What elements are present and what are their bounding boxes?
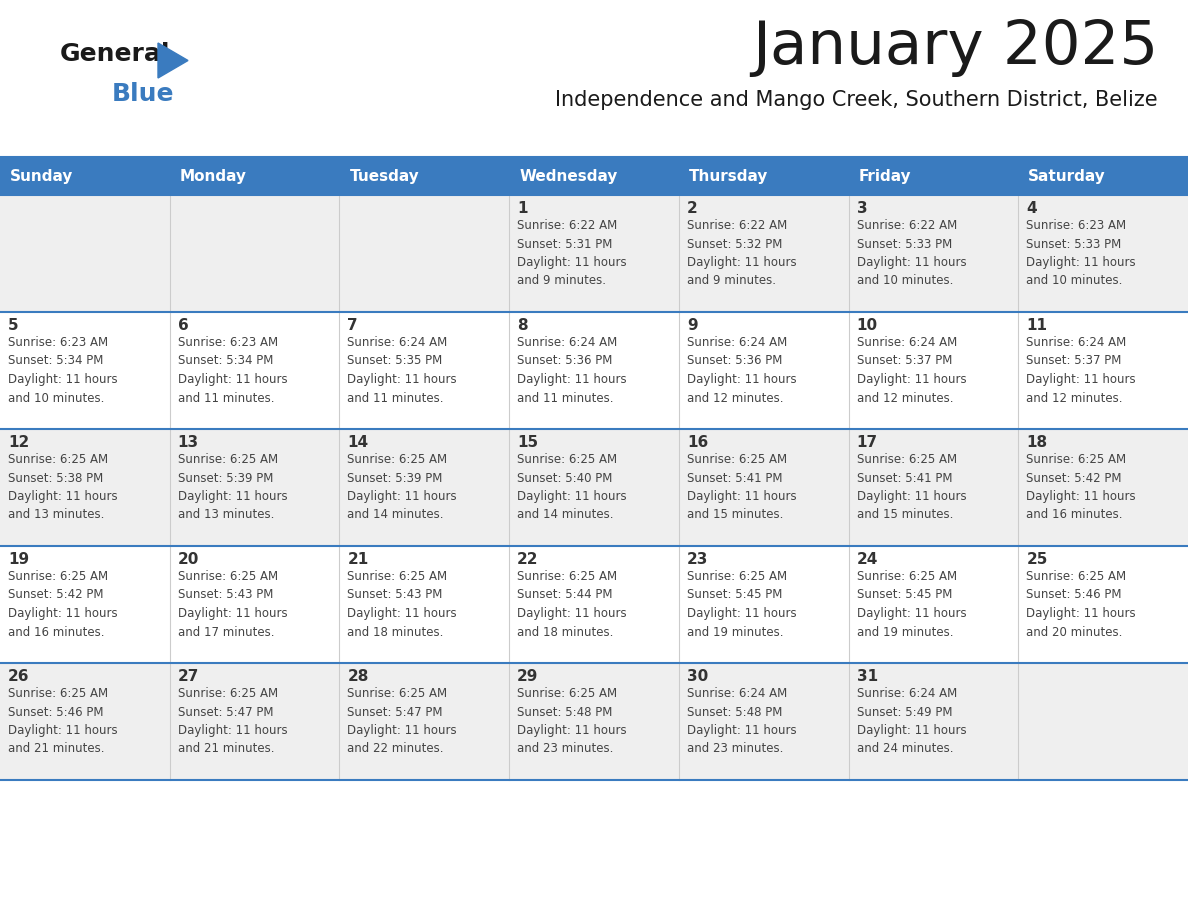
- Text: Sunrise: 6:25 AM
Sunset: 5:46 PM
Daylight: 11 hours
and 21 minutes.: Sunrise: 6:25 AM Sunset: 5:46 PM Dayligh…: [8, 687, 118, 756]
- Text: January 2025: January 2025: [752, 18, 1158, 77]
- Text: Sunrise: 6:24 AM
Sunset: 5:37 PM
Daylight: 11 hours
and 12 minutes.: Sunrise: 6:24 AM Sunset: 5:37 PM Dayligh…: [1026, 336, 1136, 405]
- Text: 6: 6: [178, 318, 189, 333]
- Text: 29: 29: [517, 669, 538, 684]
- Text: Friday: Friday: [859, 169, 911, 184]
- Text: Sunrise: 6:25 AM
Sunset: 5:43 PM
Daylight: 11 hours
and 18 minutes.: Sunrise: 6:25 AM Sunset: 5:43 PM Dayligh…: [347, 570, 457, 639]
- Text: Sunrise: 6:25 AM
Sunset: 5:39 PM
Daylight: 11 hours
and 14 minutes.: Sunrise: 6:25 AM Sunset: 5:39 PM Dayligh…: [347, 453, 457, 521]
- Text: 3: 3: [857, 201, 867, 216]
- Text: Sunrise: 6:24 AM
Sunset: 5:36 PM
Daylight: 11 hours
and 11 minutes.: Sunrise: 6:24 AM Sunset: 5:36 PM Dayligh…: [517, 336, 627, 405]
- Text: 22: 22: [517, 552, 538, 567]
- Text: Sunrise: 6:25 AM
Sunset: 5:42 PM
Daylight: 11 hours
and 16 minutes.: Sunrise: 6:25 AM Sunset: 5:42 PM Dayligh…: [1026, 453, 1136, 521]
- Text: Sunrise: 6:25 AM
Sunset: 5:41 PM
Daylight: 11 hours
and 15 minutes.: Sunrise: 6:25 AM Sunset: 5:41 PM Dayligh…: [687, 453, 796, 521]
- Text: Sunrise: 6:25 AM
Sunset: 5:41 PM
Daylight: 11 hours
and 15 minutes.: Sunrise: 6:25 AM Sunset: 5:41 PM Dayligh…: [857, 453, 966, 521]
- Text: Sunrise: 6:23 AM
Sunset: 5:34 PM
Daylight: 11 hours
and 11 minutes.: Sunrise: 6:23 AM Sunset: 5:34 PM Dayligh…: [178, 336, 287, 405]
- Text: Sunrise: 6:25 AM
Sunset: 5:47 PM
Daylight: 11 hours
and 21 minutes.: Sunrise: 6:25 AM Sunset: 5:47 PM Dayligh…: [178, 687, 287, 756]
- Text: 7: 7: [347, 318, 358, 333]
- Text: Sunrise: 6:25 AM
Sunset: 5:45 PM
Daylight: 11 hours
and 19 minutes.: Sunrise: 6:25 AM Sunset: 5:45 PM Dayligh…: [687, 570, 796, 639]
- Text: 11: 11: [1026, 318, 1048, 333]
- Text: Independence and Mango Creek, Southern District, Belize: Independence and Mango Creek, Southern D…: [555, 90, 1158, 110]
- Text: 24: 24: [857, 552, 878, 567]
- Text: Sunrise: 6:25 AM
Sunset: 5:42 PM
Daylight: 11 hours
and 16 minutes.: Sunrise: 6:25 AM Sunset: 5:42 PM Dayligh…: [8, 570, 118, 639]
- Text: Wednesday: Wednesday: [519, 169, 618, 184]
- Text: 9: 9: [687, 318, 697, 333]
- Bar: [0, 195, 1188, 312]
- Polygon shape: [158, 43, 188, 78]
- Text: Sunrise: 6:25 AM
Sunset: 5:44 PM
Daylight: 11 hours
and 18 minutes.: Sunrise: 6:25 AM Sunset: 5:44 PM Dayligh…: [517, 570, 627, 639]
- Text: Sunrise: 6:24 AM
Sunset: 5:36 PM
Daylight: 11 hours
and 12 minutes.: Sunrise: 6:24 AM Sunset: 5:36 PM Dayligh…: [687, 336, 796, 405]
- Bar: [0, 663, 1188, 780]
- Text: Sunrise: 6:25 AM
Sunset: 5:45 PM
Daylight: 11 hours
and 19 minutes.: Sunrise: 6:25 AM Sunset: 5:45 PM Dayligh…: [857, 570, 966, 639]
- Text: Sunrise: 6:23 AM
Sunset: 5:34 PM
Daylight: 11 hours
and 10 minutes.: Sunrise: 6:23 AM Sunset: 5:34 PM Dayligh…: [8, 336, 118, 405]
- Text: 8: 8: [517, 318, 527, 333]
- Text: 1: 1: [517, 201, 527, 216]
- Text: Sunrise: 6:25 AM
Sunset: 5:38 PM
Daylight: 11 hours
and 13 minutes.: Sunrise: 6:25 AM Sunset: 5:38 PM Dayligh…: [8, 453, 118, 521]
- Text: Sunrise: 6:25 AM
Sunset: 5:48 PM
Daylight: 11 hours
and 23 minutes.: Sunrise: 6:25 AM Sunset: 5:48 PM Dayligh…: [517, 687, 627, 756]
- Text: Sunday: Sunday: [10, 169, 74, 184]
- Text: General: General: [61, 42, 171, 66]
- Text: 13: 13: [178, 435, 198, 450]
- Text: Sunrise: 6:22 AM
Sunset: 5:32 PM
Daylight: 11 hours
and 9 minutes.: Sunrise: 6:22 AM Sunset: 5:32 PM Dayligh…: [687, 219, 796, 287]
- Text: 27: 27: [178, 669, 200, 684]
- Text: Blue: Blue: [112, 82, 175, 106]
- Text: 12: 12: [8, 435, 30, 450]
- Text: Tuesday: Tuesday: [349, 169, 419, 184]
- Text: 19: 19: [8, 552, 30, 567]
- Bar: [0, 546, 1188, 663]
- Text: 26: 26: [8, 669, 30, 684]
- Text: 31: 31: [857, 669, 878, 684]
- Text: 23: 23: [687, 552, 708, 567]
- Text: Sunrise: 6:22 AM
Sunset: 5:33 PM
Daylight: 11 hours
and 10 minutes.: Sunrise: 6:22 AM Sunset: 5:33 PM Dayligh…: [857, 219, 966, 287]
- Text: 5: 5: [8, 318, 19, 333]
- Text: Sunrise: 6:25 AM
Sunset: 5:43 PM
Daylight: 11 hours
and 17 minutes.: Sunrise: 6:25 AM Sunset: 5:43 PM Dayligh…: [178, 570, 287, 639]
- Text: 17: 17: [857, 435, 878, 450]
- Text: 30: 30: [687, 669, 708, 684]
- Text: 16: 16: [687, 435, 708, 450]
- Text: 18: 18: [1026, 435, 1048, 450]
- Text: Sunrise: 6:24 AM
Sunset: 5:37 PM
Daylight: 11 hours
and 12 minutes.: Sunrise: 6:24 AM Sunset: 5:37 PM Dayligh…: [857, 336, 966, 405]
- Text: Sunrise: 6:24 AM
Sunset: 5:49 PM
Daylight: 11 hours
and 24 minutes.: Sunrise: 6:24 AM Sunset: 5:49 PM Dayligh…: [857, 687, 966, 756]
- Text: Monday: Monday: [179, 169, 247, 184]
- Text: 28: 28: [347, 669, 368, 684]
- Text: 2: 2: [687, 201, 697, 216]
- Text: Thursday: Thursday: [689, 169, 769, 184]
- Text: Sunrise: 6:25 AM
Sunset: 5:47 PM
Daylight: 11 hours
and 22 minutes.: Sunrise: 6:25 AM Sunset: 5:47 PM Dayligh…: [347, 687, 457, 756]
- Text: Sunrise: 6:25 AM
Sunset: 5:46 PM
Daylight: 11 hours
and 20 minutes.: Sunrise: 6:25 AM Sunset: 5:46 PM Dayligh…: [1026, 570, 1136, 639]
- Text: 20: 20: [178, 552, 200, 567]
- Bar: [0, 429, 1188, 546]
- Text: Sunrise: 6:24 AM
Sunset: 5:35 PM
Daylight: 11 hours
and 11 minutes.: Sunrise: 6:24 AM Sunset: 5:35 PM Dayligh…: [347, 336, 457, 405]
- Text: Sunrise: 6:24 AM
Sunset: 5:48 PM
Daylight: 11 hours
and 23 minutes.: Sunrise: 6:24 AM Sunset: 5:48 PM Dayligh…: [687, 687, 796, 756]
- Bar: [0, 157, 1188, 195]
- Text: 4: 4: [1026, 201, 1037, 216]
- Text: Sunrise: 6:22 AM
Sunset: 5:31 PM
Daylight: 11 hours
and 9 minutes.: Sunrise: 6:22 AM Sunset: 5:31 PM Dayligh…: [517, 219, 627, 287]
- Text: Sunrise: 6:25 AM
Sunset: 5:39 PM
Daylight: 11 hours
and 13 minutes.: Sunrise: 6:25 AM Sunset: 5:39 PM Dayligh…: [178, 453, 287, 521]
- Text: Sunrise: 6:23 AM
Sunset: 5:33 PM
Daylight: 11 hours
and 10 minutes.: Sunrise: 6:23 AM Sunset: 5:33 PM Dayligh…: [1026, 219, 1136, 287]
- Text: Sunrise: 6:25 AM
Sunset: 5:40 PM
Daylight: 11 hours
and 14 minutes.: Sunrise: 6:25 AM Sunset: 5:40 PM Dayligh…: [517, 453, 627, 521]
- Text: 14: 14: [347, 435, 368, 450]
- Text: 25: 25: [1026, 552, 1048, 567]
- Text: 21: 21: [347, 552, 368, 567]
- Text: 10: 10: [857, 318, 878, 333]
- Text: Saturday: Saturday: [1029, 169, 1106, 184]
- Bar: [0, 312, 1188, 429]
- Text: 15: 15: [517, 435, 538, 450]
